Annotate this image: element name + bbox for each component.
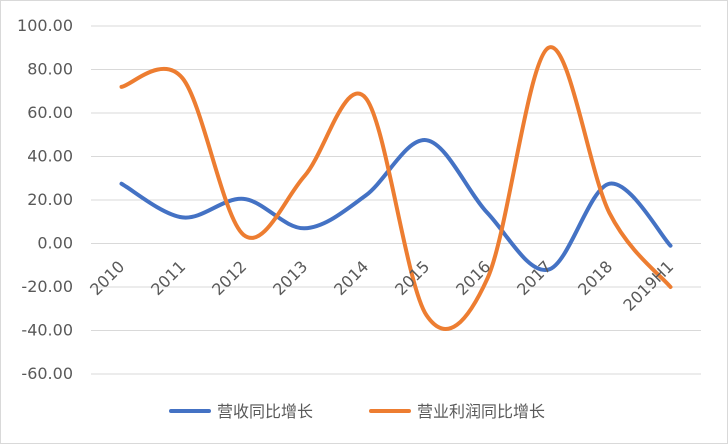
y-tick-label: 60.00 bbox=[27, 103, 73, 122]
y-tick-label: -20.00 bbox=[21, 277, 73, 296]
x-tick-label: 2012 bbox=[208, 257, 250, 299]
legend: 营收同比增长 营业利润同比增长 bbox=[171, 402, 545, 421]
legend-label-2: 营业利润同比增长 bbox=[417, 402, 545, 421]
x-tick-label: 2017 bbox=[513, 257, 555, 299]
x-tick-label: 2010 bbox=[86, 257, 128, 299]
y-tick-label: 80.00 bbox=[27, 60, 73, 79]
y-axis-tick-labels: 100.00 80.00 60.00 40.00 20.00 0.00 -20.00 -40.… bbox=[17, 16, 73, 383]
y-tick-label: -40.00 bbox=[21, 321, 73, 340]
y-tick-label: 40.00 bbox=[27, 147, 73, 166]
legend-label-1: 营收同比增长 bbox=[217, 402, 313, 421]
x-tick-label: 2011 bbox=[147, 257, 189, 299]
y-tick-label: -60.00 bbox=[21, 364, 73, 383]
x-tick-label: 2015 bbox=[391, 257, 433, 299]
y-tick-label: 20.00 bbox=[27, 190, 73, 209]
x-tick-label: 2014 bbox=[330, 257, 372, 299]
y-tick-label: 0.00 bbox=[37, 234, 73, 253]
x-tick-label: 2018 bbox=[574, 257, 616, 299]
y-tick-label: 100.00 bbox=[17, 16, 73, 35]
x-tick-label: 2013 bbox=[269, 257, 311, 299]
